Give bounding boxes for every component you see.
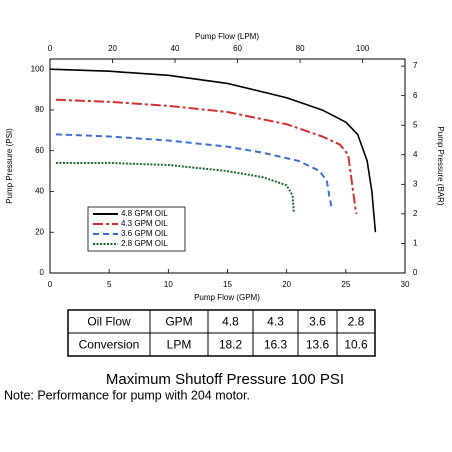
x-tick-label: 20 (282, 280, 291, 289)
note: Note: Performance for pump with 204 moto… (4, 388, 250, 402)
table-cell: 16.3 (264, 338, 288, 352)
x-tick-label: 0 (48, 280, 53, 289)
y-tick-label: 60 (35, 146, 44, 155)
table-cell: 2.8 (348, 315, 365, 329)
x-tick-label: 10 (164, 280, 173, 289)
x-tick-label: 5 (107, 280, 112, 289)
table-cell: GPM (165, 315, 192, 329)
series-line (55, 161, 295, 212)
x2-tick-label: 20 (108, 44, 117, 53)
series-line (55, 98, 358, 215)
table-cell: 3.6 (309, 315, 326, 329)
x-tick-label: 25 (341, 280, 350, 289)
y2-tick-label: 1 (413, 239, 418, 248)
table-cell: 10.6 (344, 338, 368, 352)
y2-tick-label: 7 (413, 61, 418, 70)
x-axis-label: Pump Flow (GPM) (194, 293, 260, 302)
series-line (55, 133, 333, 208)
table-cell: 18.2 (219, 338, 243, 352)
legend-label: 4.8 GPM OIL (121, 209, 168, 218)
table-cell: Oil Flow (87, 315, 131, 329)
legend-label: 3.6 GPM OIL (121, 229, 168, 238)
y2-tick-label: 6 (413, 91, 418, 100)
caption: Maximum Shutoff Pressure 100 PSI (106, 371, 344, 388)
y2-axis-label: Pump Pressure (BAR) (436, 126, 445, 205)
table-cell: 13.6 (306, 338, 330, 352)
x2-tick-label: 80 (296, 44, 305, 53)
legend-label: 2.8 GPM OIL (121, 239, 168, 248)
y2-tick-label: 4 (413, 150, 418, 159)
x2-tick-label: 40 (171, 44, 180, 53)
series-line (49, 68, 377, 233)
legend-label: 4.3 GPM OIL (121, 219, 168, 228)
x2-tick-label: 0 (48, 44, 53, 53)
x2-tick-label: 100 (356, 44, 370, 53)
y2-tick-label: 3 (413, 179, 418, 188)
x2-tick-label: 60 (233, 44, 242, 53)
y2-tick-label: 5 (413, 120, 418, 129)
y-tick-label: 0 (40, 268, 45, 277)
table-cell: 4.8 (222, 315, 239, 329)
table-cell: Conversion (79, 338, 140, 352)
y-tick-label: 40 (35, 187, 44, 196)
table-cell: 4.3 (267, 315, 284, 329)
y-tick-label: 20 (35, 227, 44, 236)
x2-axis-label: Pump Flow (LPM) (195, 32, 259, 41)
y2-tick-label: 0 (413, 268, 418, 277)
y2-tick-label: 2 (413, 209, 418, 218)
y-tick-label: 100 (31, 64, 45, 73)
y-tick-label: 80 (35, 105, 44, 114)
table-cell: LPM (167, 338, 192, 352)
x-tick-label: 30 (401, 280, 410, 289)
x-tick-label: 15 (223, 280, 232, 289)
y-axis-label: Pump Pressure (PSI) (5, 128, 14, 204)
